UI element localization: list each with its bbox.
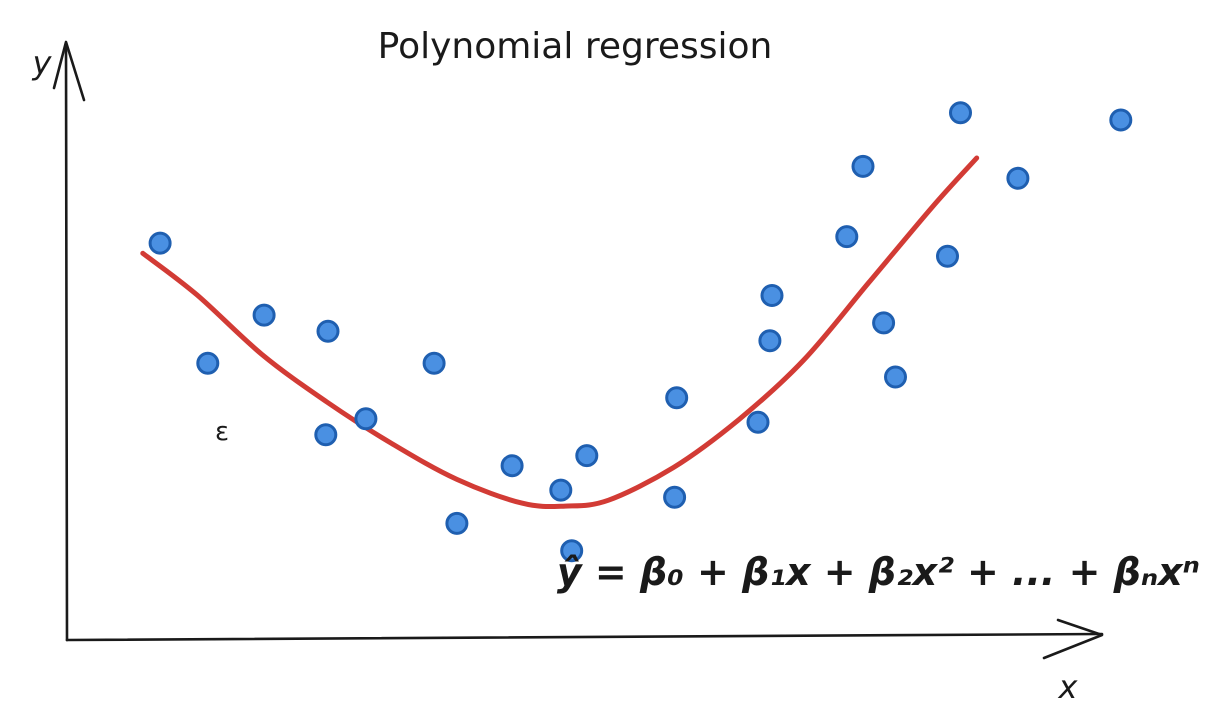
data-point bbox=[354, 407, 378, 431]
chart-title: Polynomial regression bbox=[378, 26, 773, 67]
x-axis-label: x bbox=[1058, 668, 1079, 706]
data-point bbox=[760, 284, 784, 307]
data-point bbox=[560, 539, 584, 563]
data-point bbox=[1109, 108, 1133, 132]
data-point bbox=[872, 311, 896, 335]
data-point bbox=[936, 244, 959, 268]
y-axis-line bbox=[64, 42, 69, 642]
data-point bbox=[445, 511, 469, 535]
x-axis bbox=[65, 618, 1104, 660]
data-point bbox=[575, 444, 599, 468]
data-point bbox=[252, 303, 276, 327]
regression-curve bbox=[140, 155, 980, 510]
data-point bbox=[148, 231, 172, 255]
data-point bbox=[500, 454, 524, 478]
error-annotation: ε bbox=[215, 417, 229, 447]
data-points bbox=[148, 101, 1133, 563]
y-axis-arrow-icon bbox=[52, 40, 86, 102]
data-point bbox=[422, 351, 446, 375]
y-axis bbox=[52, 40, 86, 642]
data-point bbox=[663, 485, 687, 509]
data-point bbox=[758, 329, 782, 353]
data-point bbox=[1006, 166, 1030, 190]
data-point bbox=[196, 351, 220, 375]
data-point bbox=[316, 319, 340, 343]
data-point bbox=[884, 365, 907, 389]
x-axis-arrow-icon bbox=[1042, 618, 1104, 660]
data-point bbox=[549, 478, 573, 502]
regression-equation: ŷ = β₀ + β₁x + β₂x² + ... + βₙxⁿ bbox=[557, 550, 1200, 594]
x-axis-line bbox=[65, 632, 1104, 642]
data-point bbox=[314, 423, 338, 447]
data-point bbox=[746, 410, 770, 434]
data-point bbox=[949, 101, 972, 125]
data-point bbox=[835, 225, 859, 249]
data-point bbox=[851, 154, 875, 178]
y-axis-label: y bbox=[32, 44, 53, 82]
data-point bbox=[665, 386, 689, 410]
